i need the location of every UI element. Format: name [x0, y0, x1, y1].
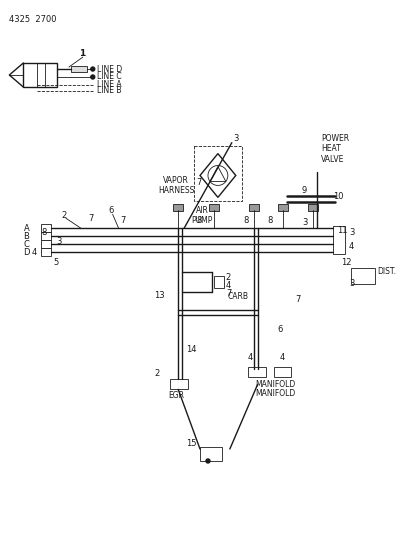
Bar: [41, 248, 51, 256]
Text: 7: 7: [89, 214, 94, 223]
Text: 7: 7: [196, 178, 202, 187]
Bar: [200, 447, 222, 461]
Bar: [351, 268, 375, 284]
Text: 8: 8: [268, 216, 273, 225]
Bar: [333, 226, 345, 254]
Bar: [308, 204, 318, 211]
Text: AIR
PUMP: AIR PUMP: [191, 206, 213, 225]
Text: 7: 7: [226, 289, 231, 298]
Text: 2: 2: [154, 369, 160, 378]
Text: B: B: [23, 232, 29, 241]
Text: VAPOR
HARNESS: VAPOR HARNESS: [158, 176, 194, 195]
Bar: [71, 66, 87, 72]
Text: A: A: [23, 224, 29, 233]
Text: 8: 8: [41, 228, 47, 237]
Text: 14: 14: [186, 345, 197, 354]
Text: 1: 1: [79, 49, 85, 58]
Bar: [170, 379, 188, 389]
Text: POWER
HEAT
VALVE: POWER HEAT VALVE: [321, 134, 349, 164]
Text: 4: 4: [279, 353, 285, 362]
Circle shape: [91, 75, 95, 79]
Text: 3: 3: [302, 218, 308, 227]
Text: LINE B: LINE B: [97, 86, 121, 95]
Text: 7: 7: [121, 216, 126, 225]
Text: EGR: EGR: [168, 391, 184, 400]
Bar: [248, 367, 266, 377]
Text: D: D: [23, 247, 29, 256]
Bar: [249, 204, 259, 211]
Text: 11: 11: [337, 225, 348, 235]
Text: DIST.: DIST.: [377, 268, 396, 277]
Bar: [209, 204, 219, 211]
Text: 2: 2: [61, 211, 66, 220]
Bar: [273, 367, 291, 377]
Text: 3: 3: [56, 237, 61, 246]
Bar: [173, 204, 183, 211]
Text: 12: 12: [341, 257, 352, 266]
Text: 3: 3: [234, 134, 239, 143]
Text: LINE A: LINE A: [97, 80, 121, 90]
Text: MANIFOLD: MANIFOLD: [256, 389, 296, 398]
Text: 3: 3: [349, 279, 355, 288]
Text: CARB: CARB: [228, 292, 249, 301]
Text: 15: 15: [186, 439, 197, 448]
Text: 5: 5: [53, 257, 58, 266]
Bar: [279, 204, 288, 211]
Circle shape: [91, 67, 95, 71]
Text: LINE C: LINE C: [97, 72, 121, 82]
Text: 3: 3: [349, 228, 355, 237]
Text: 2: 2: [226, 273, 231, 282]
Text: 8: 8: [244, 216, 249, 225]
Text: 4: 4: [226, 281, 231, 290]
Text: MANIFOLD: MANIFOLD: [256, 380, 296, 389]
Bar: [41, 232, 51, 240]
Text: 6: 6: [109, 206, 114, 215]
Text: 10: 10: [333, 192, 344, 201]
Bar: [194, 146, 242, 201]
Text: 4: 4: [248, 353, 253, 362]
Text: 13: 13: [154, 292, 165, 301]
Text: 4325  2700: 4325 2700: [9, 15, 57, 24]
Text: 7: 7: [295, 295, 301, 304]
Circle shape: [206, 459, 210, 463]
Text: 8: 8: [196, 216, 202, 225]
Bar: [41, 224, 51, 232]
Text: LINE D: LINE D: [97, 64, 122, 74]
Bar: [214, 276, 224, 288]
Text: 4: 4: [349, 241, 354, 251]
Bar: [23, 63, 57, 87]
Text: 9: 9: [302, 186, 306, 195]
Bar: [41, 240, 51, 248]
Text: 4: 4: [31, 247, 36, 256]
Text: 6: 6: [277, 325, 283, 334]
Text: C: C: [23, 240, 29, 248]
